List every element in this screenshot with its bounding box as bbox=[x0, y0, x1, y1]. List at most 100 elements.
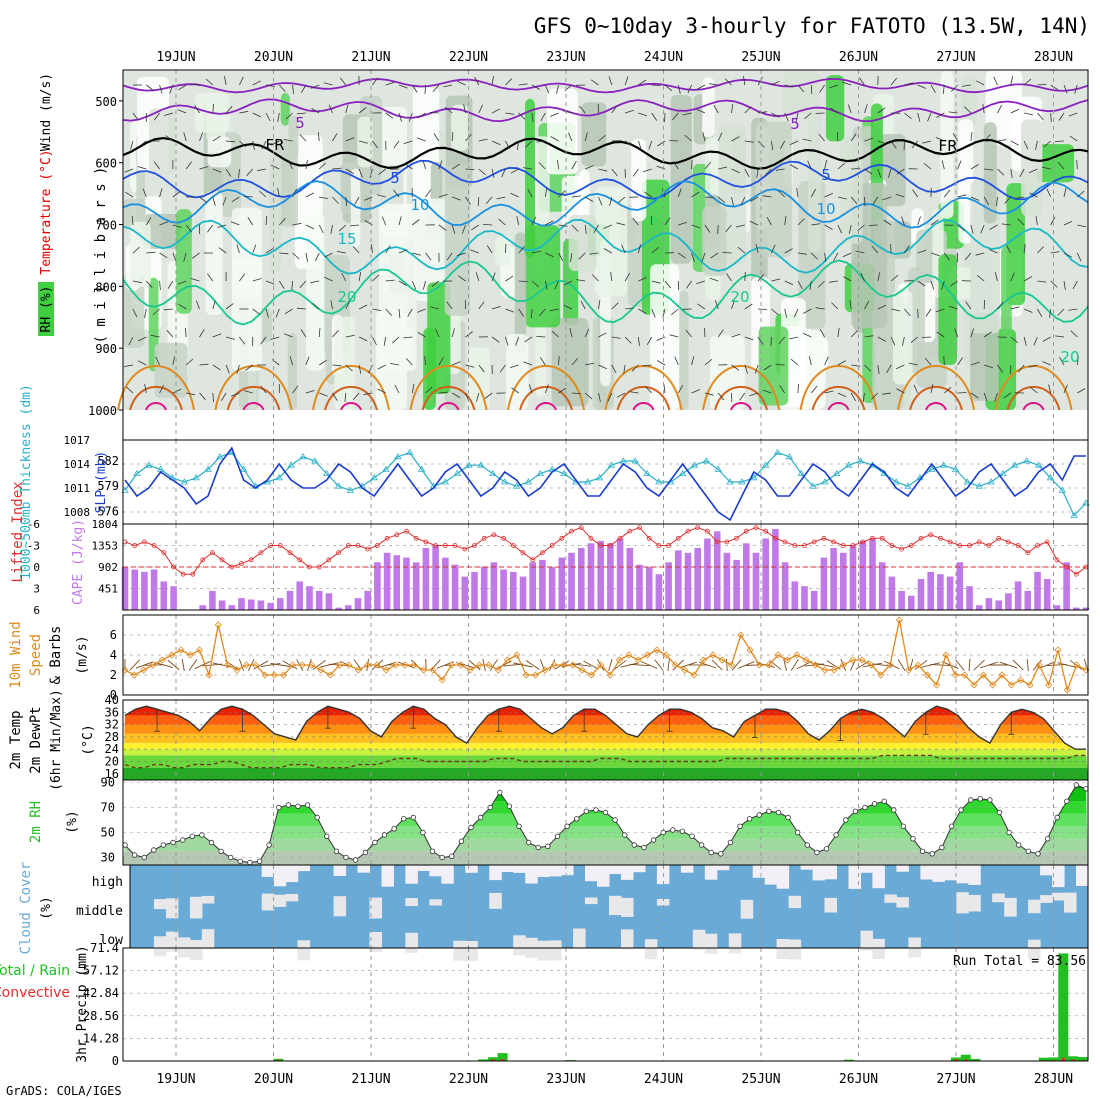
rh-point bbox=[1044, 836, 1051, 842]
wind-barb bbox=[568, 132, 573, 142]
wind-barb bbox=[657, 360, 666, 366]
thickness-point bbox=[773, 448, 782, 455]
temp-line bbox=[124, 705, 1086, 750]
wind-speed-point bbox=[149, 661, 157, 669]
wind-speed-point bbox=[158, 656, 166, 664]
wind-barb bbox=[842, 81, 852, 86]
wind-barb bbox=[1054, 140, 1065, 142]
rh-point bbox=[1035, 851, 1041, 857]
wind-barb bbox=[445, 106, 453, 114]
wind-barb bbox=[257, 168, 267, 172]
cloud-gap-high bbox=[1040, 865, 1053, 876]
wind-barb bbox=[1055, 335, 1065, 338]
lifted-index-point bbox=[248, 557, 254, 563]
wind-barb bbox=[350, 224, 360, 227]
wind-barb bbox=[319, 392, 328, 397]
wind-barb bbox=[1018, 364, 1025, 373]
cape-bar bbox=[927, 571, 934, 610]
temp-band bbox=[123, 724, 1088, 734]
thickness-point bbox=[987, 478, 995, 485]
cape-bar bbox=[985, 598, 993, 610]
wind-barb bbox=[527, 188, 533, 198]
wind-speed-point bbox=[326, 671, 334, 679]
wind-barb bbox=[642, 168, 652, 173]
precip-tick: 14.28 bbox=[83, 1031, 119, 1045]
wind-barb bbox=[185, 327, 187, 338]
wind-speed-point bbox=[345, 661, 353, 669]
cape-bar bbox=[1053, 605, 1061, 610]
cape-bar bbox=[374, 562, 381, 610]
rh-patch bbox=[444, 165, 471, 316]
cloud-gap-low bbox=[1028, 939, 1041, 960]
wind-barb bbox=[789, 140, 799, 146]
wind-barb bbox=[611, 105, 618, 114]
thickness-point bbox=[453, 469, 461, 476]
wind-speed-point bbox=[709, 651, 717, 659]
thickness-point bbox=[204, 465, 212, 472]
lifted-index-point bbox=[986, 543, 992, 548]
wind-barb bbox=[358, 107, 367, 114]
wind-barb bbox=[904, 112, 912, 120]
wind-barb bbox=[584, 328, 590, 338]
lifted-index-label: Lifted Index bbox=[10, 481, 26, 582]
wind-barb bbox=[220, 392, 227, 401]
cape-bar bbox=[966, 586, 973, 610]
wind-speed-point bbox=[214, 621, 222, 629]
wind-barb bbox=[731, 333, 741, 338]
wind-barb bbox=[1024, 112, 1033, 116]
cloud-gap-high bbox=[429, 865, 442, 877]
wind-barb bbox=[558, 252, 564, 262]
wind-speed-point bbox=[914, 661, 922, 669]
cloud-gap-middle bbox=[1064, 892, 1077, 913]
rh-point bbox=[823, 846, 830, 852]
precip-total-bar bbox=[970, 1058, 981, 1061]
surface-wind-barb bbox=[921, 662, 941, 668]
cape-bar bbox=[1034, 571, 1041, 610]
wind-barb bbox=[824, 160, 827, 170]
lifted-index-point bbox=[481, 535, 487, 541]
wind-barb bbox=[755, 244, 759, 254]
lifted-index-point bbox=[656, 543, 662, 548]
wind-barb bbox=[811, 252, 818, 260]
wind-barb bbox=[554, 280, 559, 290]
wind-speed-point bbox=[485, 661, 493, 669]
wind-barb bbox=[536, 336, 546, 338]
surface-isotherm bbox=[811, 385, 866, 411]
cloud-gap-middle bbox=[585, 897, 598, 905]
cloud-gap-middle bbox=[285, 893, 299, 902]
wind-barb bbox=[261, 140, 267, 150]
thickness-point bbox=[133, 469, 141, 476]
wind-barb bbox=[671, 308, 679, 316]
wind-barb bbox=[131, 215, 134, 226]
wind-barb bbox=[345, 300, 351, 310]
wind-barb bbox=[927, 112, 932, 122]
cape-bar bbox=[1014, 581, 1022, 610]
wind-barb bbox=[146, 280, 153, 288]
thickness-point bbox=[1070, 511, 1078, 518]
wind-barb bbox=[405, 358, 413, 366]
wind-barb bbox=[983, 134, 991, 142]
wind-barb bbox=[824, 192, 833, 198]
cape-bar bbox=[675, 550, 682, 610]
rh-patch bbox=[415, 198, 448, 302]
cape-bar bbox=[772, 529, 779, 610]
wind-barb bbox=[288, 160, 293, 170]
panels-group: 19JUN19JUN20JUN20JUN21JUN21JUN22JUN22JUN… bbox=[0, 50, 1090, 1087]
surface-wind-barb bbox=[1038, 661, 1056, 669]
rh-band bbox=[123, 785, 1088, 789]
cape-bar bbox=[442, 557, 449, 610]
wind-speed-point bbox=[923, 671, 931, 679]
wind-barb bbox=[1077, 388, 1086, 394]
wind-speed-point bbox=[625, 651, 633, 659]
wind-barb bbox=[212, 196, 216, 206]
wind-barb bbox=[124, 364, 134, 367]
wind-barb bbox=[1030, 386, 1038, 394]
wind-barb bbox=[509, 364, 519, 368]
contour-label: 15 bbox=[337, 230, 356, 248]
wind-barb bbox=[638, 336, 640, 346]
surface-wind-barb bbox=[513, 662, 533, 668]
wind-barb bbox=[332, 133, 338, 142]
rh-point bbox=[208, 839, 215, 846]
wind-barb bbox=[398, 280, 407, 286]
